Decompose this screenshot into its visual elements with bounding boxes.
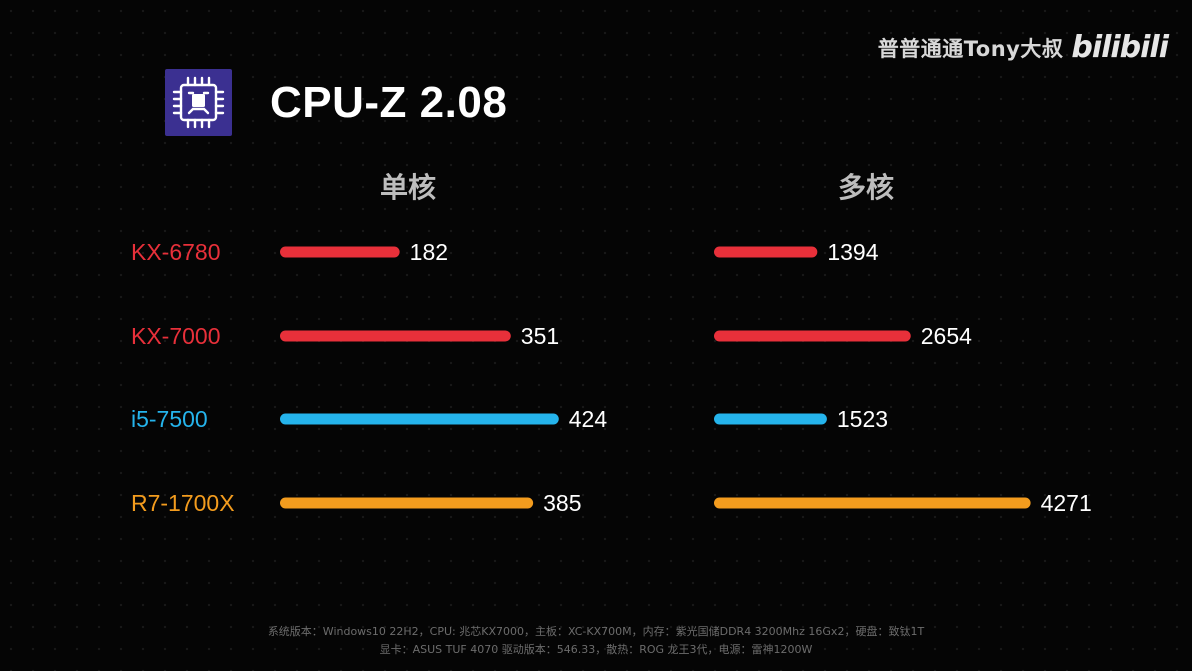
footer-specs-line-1: 系统版本：Windows10 22H2，CPU: 兆芯KX7000，主板：XC-… <box>267 625 925 638</box>
category-label-kx-6780: KX-6780 <box>131 239 221 265</box>
value-label-multi-kx-6780: 1394 <box>827 239 878 265</box>
watermark-text: 普普通通Tony大叔 <box>877 36 1064 61</box>
bilibili-logo: bilibili <box>1071 30 1169 65</box>
value-label-single-kx-7000: 351 <box>521 323 559 349</box>
bar-multi-kx-6780 <box>714 246 818 258</box>
bar-multi-r7-1700x <box>714 497 1031 509</box>
footer-specs-line-2: 显卡：ASUS TUF 4070 驱动版本：546.33，散热：ROG 龙王3代… <box>379 643 813 656</box>
bar-single-kx-7000 <box>280 330 511 342</box>
page-title: CPU-Z 2.08 <box>270 78 508 127</box>
value-label-single-i5-7500: 424 <box>569 406 608 432</box>
bar-multi-i5-7500 <box>714 413 827 425</box>
cpu-chip-icon <box>165 69 232 136</box>
bar-single-r7-1700x <box>280 497 534 509</box>
multi-core-header: 多核 <box>837 171 894 204</box>
value-label-multi-r7-1700x: 4271 <box>1041 490 1092 516</box>
value-label-single-kx-6780: 182 <box>410 239 448 265</box>
category-label-i5-7500: i5-7500 <box>131 406 208 432</box>
watermark: 普普通通Tony大叔 bilibili <box>877 30 1169 65</box>
value-label-multi-kx-7000: 2654 <box>921 323 972 349</box>
single-core-header: 单核 <box>379 171 436 204</box>
bar-single-i5-7500 <box>280 413 559 425</box>
value-label-single-r7-1700x: 385 <box>543 490 581 516</box>
value-label-multi-i5-7500: 1523 <box>837 406 888 432</box>
category-label-kx-7000: KX-7000 <box>131 323 221 349</box>
bar-single-kx-6780 <box>280 246 400 258</box>
bar-multi-kx-7000 <box>714 330 911 342</box>
category-label-r7-1700x: R7-1700X <box>131 490 235 516</box>
